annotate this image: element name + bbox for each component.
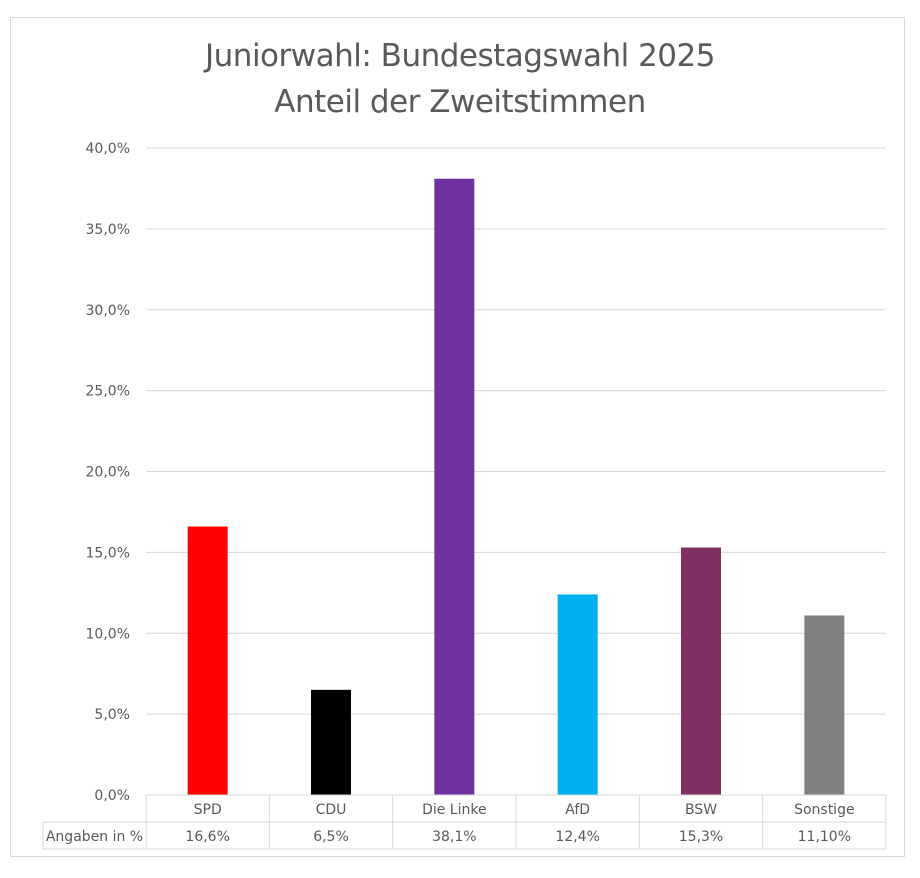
table-value: 16,6% — [185, 829, 229, 845]
x-tick-label: CDU — [316, 802, 347, 818]
bar-bsw — [681, 547, 721, 795]
bar-cdu — [311, 689, 351, 795]
y-tick-label: 20,0% — [86, 465, 130, 481]
x-tick-label: AfD — [565, 802, 590, 818]
y-tick-label: 40,0% — [86, 141, 130, 157]
bar-die-linke — [434, 178, 475, 796]
y-tick-label: 10,0% — [86, 626, 130, 642]
table-row-label: Angaben in % — [46, 829, 143, 845]
gridlines — [146, 147, 886, 715]
chart-title: Juniorwahl: Bundestagswahl 2025 — [205, 38, 715, 74]
y-axis-ticks: 0,0% 5,0% 10,0% 15,0% 20,0% 25,0% 30,0% 35,0% 40… — [86, 141, 130, 804]
x-tick-label: Die Linke — [422, 802, 487, 818]
table-value: 15,3% — [679, 829, 723, 845]
table-value: 11,10% — [798, 829, 851, 845]
bars — [187, 178, 845, 796]
x-tick-label: SPD — [194, 802, 222, 818]
y-tick-label: 0,0% — [94, 788, 130, 804]
bar-spd — [187, 526, 228, 795]
data-table: Angaben in % SPD 16,6% CDU 6,5% Die Linke 38,1… — [42, 794, 887, 850]
chart-subtitle: Anteil der Zweitstimmen — [274, 84, 646, 120]
table-value: 38,1% — [432, 829, 476, 845]
table-value: 6,5% — [313, 829, 349, 845]
bar-sonstige — [804, 615, 845, 795]
x-tick-label: Sonstige — [794, 802, 855, 818]
y-tick-label: 25,0% — [86, 384, 130, 400]
y-tick-label: 15,0% — [86, 545, 130, 561]
y-tick-label: 5,0% — [94, 707, 130, 723]
y-tick-label: 30,0% — [86, 303, 130, 319]
y-tick-label: 35,0% — [86, 222, 130, 238]
x-tick-label: BSW — [685, 802, 717, 818]
table-value: 12,4% — [555, 829, 599, 845]
bar-afd — [557, 594, 598, 795]
